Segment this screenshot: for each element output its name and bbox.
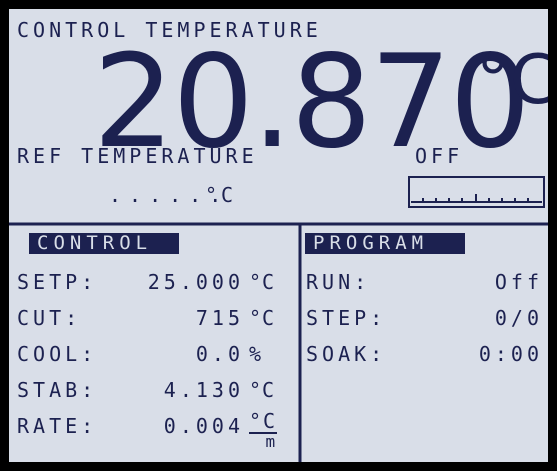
row-value: Off (409, 271, 543, 293)
row-value: 4.130 (99, 379, 244, 401)
lcd-screen: CONTROL TEMPERATURE 20.870 °C REF TEMPER… (9, 9, 548, 462)
row-unit: °C (249, 307, 275, 329)
row-value: 25.000 (99, 271, 244, 293)
row-value: 0/0 (409, 307, 543, 329)
row-unit: °C (249, 379, 275, 401)
row-label: COOL: (17, 343, 97, 365)
program-header: PROGRAM (305, 233, 465, 254)
row-unit: % (249, 343, 262, 365)
control-title: CONTROL (37, 233, 152, 254)
unit-part: °C (249, 411, 277, 434)
page: {"header": {"title": "CONTROL TEMPERATUR… (0, 0, 557, 471)
unit-part: m (249, 434, 277, 450)
row-value: 0.0 (99, 343, 244, 365)
row-value: 0:00 (409, 343, 543, 365)
row-label: RATE: (17, 415, 97, 437)
gauge-ticks (423, 194, 528, 202)
row-label: STEP: (306, 307, 386, 329)
control-header: CONTROL (29, 233, 179, 254)
row-label: CUT: (17, 307, 81, 329)
program-title: PROGRAM (313, 233, 428, 254)
row-unit: °C (249, 271, 275, 293)
row-label: RUN: (306, 271, 370, 293)
row-label: SOAK: (306, 343, 386, 365)
row-label: SETP: (17, 271, 97, 293)
row-label: STAB: (17, 379, 97, 401)
row-value: 715 (99, 307, 244, 329)
row-value: 0.004 (99, 415, 244, 437)
